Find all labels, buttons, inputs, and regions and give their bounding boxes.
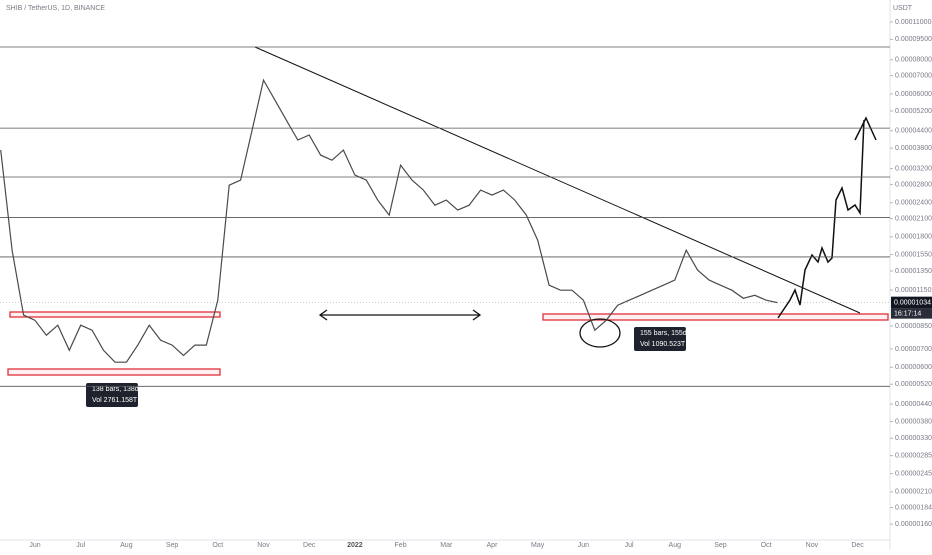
y-tick-label: 0.00002400	[895, 200, 932, 207]
x-tick-label: Aug	[120, 542, 133, 549]
measure-text: 155 bars, 155d	[640, 330, 687, 337]
x-tick-label: Oct	[212, 542, 223, 549]
y-tick-label: 0.00003200	[895, 165, 932, 172]
x-tick-label: Jul	[76, 542, 85, 549]
x-tick-label: May	[531, 542, 545, 549]
chart-title: SHIB / TetherUS, 1D, BINANCE	[6, 5, 105, 12]
x-tick-label: Feb	[395, 542, 407, 549]
measure-text: Vol 1090.523T	[640, 341, 686, 348]
y-tick-label: 0.00001550	[895, 251, 932, 258]
y-tick-label: 0.00000330	[895, 435, 932, 442]
y-tick-label: 0.00000210	[895, 489, 932, 496]
x-tick-label: Jun	[29, 542, 40, 549]
x-tick-label: Apr	[487, 542, 499, 549]
x-tick-label: Jun	[578, 542, 589, 549]
y-tick-label: 0.00000600	[895, 364, 932, 371]
y-tick-label: 0.00011000	[895, 19, 932, 26]
x-tick-label: Nov	[257, 542, 270, 549]
measure-box-right: 155 bars, 155d Vol 1090.523T	[634, 327, 687, 351]
x-tick-label: Dec	[851, 542, 864, 549]
x-tick-label: Sep	[166, 542, 179, 549]
y-tick-label: 0.00006000	[895, 91, 932, 98]
y-tick-label: 0.00005200	[895, 108, 932, 115]
x-tick-label: Sep	[714, 542, 727, 549]
y-tick-label: 0.00003800	[895, 145, 932, 152]
y-tick-label: 0.00008000	[895, 57, 932, 64]
x-tick-label: 2022	[347, 542, 363, 549]
y-tick-label: 0.00000440	[895, 401, 932, 408]
x-tick-label: Oct	[761, 542, 772, 549]
x-tick-label: Jul	[625, 542, 634, 549]
trend-line	[254, 46, 861, 314]
projection-drawing	[777, 116, 877, 319]
y-tick-label: 0.00007000	[895, 72, 932, 79]
x-tick-label: Mar	[440, 542, 453, 549]
y-tick-label: 0.00000850	[895, 323, 932, 330]
measure-text: 138 bars, 138d	[92, 386, 139, 393]
y-tick-label: 0.00000160	[895, 521, 932, 528]
y-tick-label: 0.00000380	[895, 418, 932, 425]
countdown-label: 16:17:14	[894, 311, 921, 318]
y-tick-label: 0.00000520	[895, 381, 932, 388]
y-tick-label: 0.00000245	[895, 470, 932, 477]
y-tick-label: 0.00000700	[895, 346, 932, 353]
y-tick-label: 0.00002100	[895, 215, 932, 222]
x-tick-label: Aug	[669, 542, 682, 549]
countdown-tag	[891, 308, 932, 319]
measure-box-left: 138 bars, 138d Vol 2761.158T	[86, 383, 139, 407]
y-tick-label: 0.00004400	[895, 128, 932, 135]
measure-text: Vol 2761.158T	[92, 397, 138, 404]
range-arrow	[318, 309, 482, 321]
currency-label: USDT	[893, 5, 913, 12]
y-tick-label: 0.00000184	[895, 504, 932, 511]
last-price-label: 0.00001034	[894, 300, 931, 307]
y-tick-label: 0.00001800	[895, 234, 932, 241]
low-circle	[579, 318, 621, 348]
x-tick-label: Dec	[303, 542, 316, 549]
y-tick-label: 0.00001350	[895, 268, 932, 275]
y-tick-label: 0.00009500	[895, 36, 932, 43]
x-tick-label: Nov	[806, 542, 819, 549]
y-tick-label: 0.00000285	[895, 452, 932, 459]
support-zones	[7, 311, 889, 376]
price-line	[0, 78, 778, 363]
last-price-tag	[891, 296, 932, 309]
y-tick-label: 0.00001150	[895, 287, 932, 294]
y-tick-label: 0.00002800	[895, 181, 932, 188]
